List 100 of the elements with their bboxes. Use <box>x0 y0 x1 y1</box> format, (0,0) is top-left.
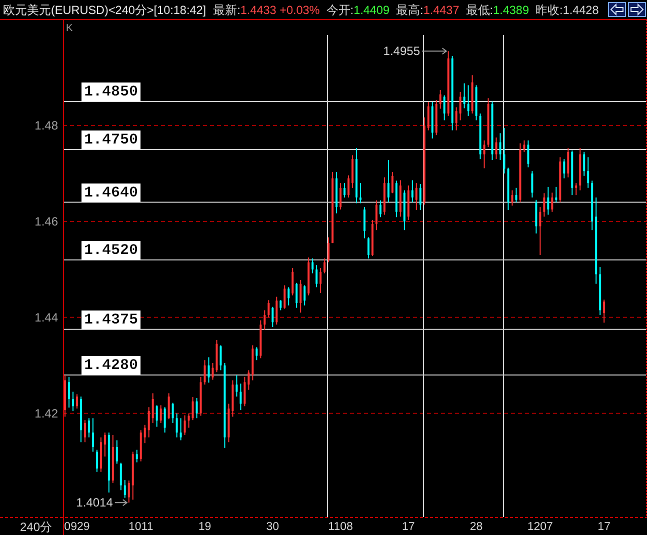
candlestick <box>268 300 270 318</box>
candlestick <box>240 383 242 411</box>
candlestick <box>340 182 342 210</box>
candlestick <box>567 148 570 178</box>
candlestick <box>284 284 286 310</box>
candlestick <box>148 406 150 438</box>
candlestick <box>168 392 170 420</box>
candlestick <box>527 140 530 168</box>
candlestick <box>387 160 390 203</box>
candlestick <box>352 154 354 188</box>
candlestick <box>276 296 278 326</box>
candlestick <box>348 174 350 198</box>
candlestick <box>244 376 246 407</box>
candlestick <box>411 180 414 203</box>
annotation: K <box>66 22 73 34</box>
candlestick <box>515 187 518 203</box>
candlestick <box>220 344 222 371</box>
candlestick <box>531 170 534 198</box>
candlestick <box>136 449 138 463</box>
candlestick <box>272 306 274 328</box>
candlestick <box>535 199 538 234</box>
chart-title: 欧元美元(EURUSD)<240分>[10:18:42] <box>3 3 206 17</box>
y-tick-label: 1.44 <box>34 310 58 324</box>
candlestick <box>391 172 394 194</box>
candlestick <box>280 300 282 311</box>
x-tick-label: 1108 <box>328 521 353 533</box>
candlestick <box>292 268 294 296</box>
candlestick <box>180 418 182 441</box>
x-tick-label: 17 <box>402 521 415 533</box>
ref-line-label: 1.4375 <box>84 311 138 328</box>
candlestick <box>547 186 550 216</box>
candlestick <box>539 206 542 256</box>
x-tick-label: 28 <box>470 521 483 533</box>
candlestick <box>160 404 162 424</box>
y-tick-label: 1.46 <box>34 214 58 228</box>
candlestick <box>248 370 250 390</box>
candlestick <box>68 376 70 408</box>
candlestick <box>419 184 422 210</box>
candlestick <box>236 374 238 398</box>
candlestick <box>196 398 198 419</box>
candlestick <box>264 310 266 330</box>
candlestick <box>144 424 146 444</box>
annotation: 1.4955 <box>383 44 420 58</box>
candlestick <box>324 258 326 274</box>
candlestick <box>523 140 526 152</box>
candlestick <box>575 182 578 196</box>
candlestick <box>603 299 606 324</box>
x-tick-label: 1207 <box>527 521 553 533</box>
candlestick <box>439 90 442 110</box>
candlestick <box>563 158 566 179</box>
candlestick <box>156 404 158 428</box>
candlestick <box>296 282 298 308</box>
candlestick <box>483 140 486 169</box>
candlestick <box>320 268 322 294</box>
candlestick <box>427 102 430 131</box>
candlestick <box>499 132 502 161</box>
y-tick-label: 1.48 <box>34 118 58 133</box>
x-tick-label: 19 <box>198 521 212 533</box>
candlestick <box>188 412 190 428</box>
candlestick <box>495 137 498 160</box>
candlestick <box>256 346 258 361</box>
candlestick <box>344 182 346 198</box>
candlestick <box>359 182 362 204</box>
candlestick <box>328 236 330 263</box>
candlestick <box>555 186 558 203</box>
candlestick <box>92 418 94 452</box>
candlestick <box>375 200 378 231</box>
candlestick <box>128 480 130 504</box>
candlestick <box>363 206 366 239</box>
candlestick <box>543 192 546 218</box>
candlestick <box>443 94 446 121</box>
candlestick <box>88 418 90 438</box>
candlestick <box>76 394 78 410</box>
candlestick <box>463 82 466 109</box>
candlestick <box>172 402 174 424</box>
candlestick <box>288 286 290 306</box>
candlestick <box>551 192 554 212</box>
ref-line-label: 1.4520 <box>84 242 138 259</box>
candlestick <box>455 106 458 131</box>
x-tick-label: 30 <box>266 521 280 533</box>
ref-line-label: 1.4640 <box>84 184 138 202</box>
candlestick <box>503 127 506 174</box>
candlestick <box>120 462 122 491</box>
ref-line-label: 1.4750 <box>84 131 138 148</box>
candlestick <box>300 279 302 314</box>
candlestick <box>124 480 126 498</box>
candlestick <box>587 156 590 188</box>
candlestick <box>467 84 470 116</box>
candlestick <box>164 406 166 434</box>
text: 最新:1.4433 +0.03% 今开:1.4409 最高:1.4437 最低:1.4389 昨收:1.4428 <box>213 4 599 17</box>
candlestick <box>212 362 214 380</box>
candlestick <box>304 284 306 306</box>
candlestick <box>316 264 318 288</box>
candlestick <box>104 432 106 458</box>
candlestick <box>152 392 154 424</box>
candlestick <box>204 360 206 386</box>
x-axis-title: 240分 <box>20 520 52 534</box>
candlestick <box>511 190 514 206</box>
x-tick-label: 0929 <box>64 521 90 533</box>
ref-line-label: 1.4280 <box>84 356 138 374</box>
